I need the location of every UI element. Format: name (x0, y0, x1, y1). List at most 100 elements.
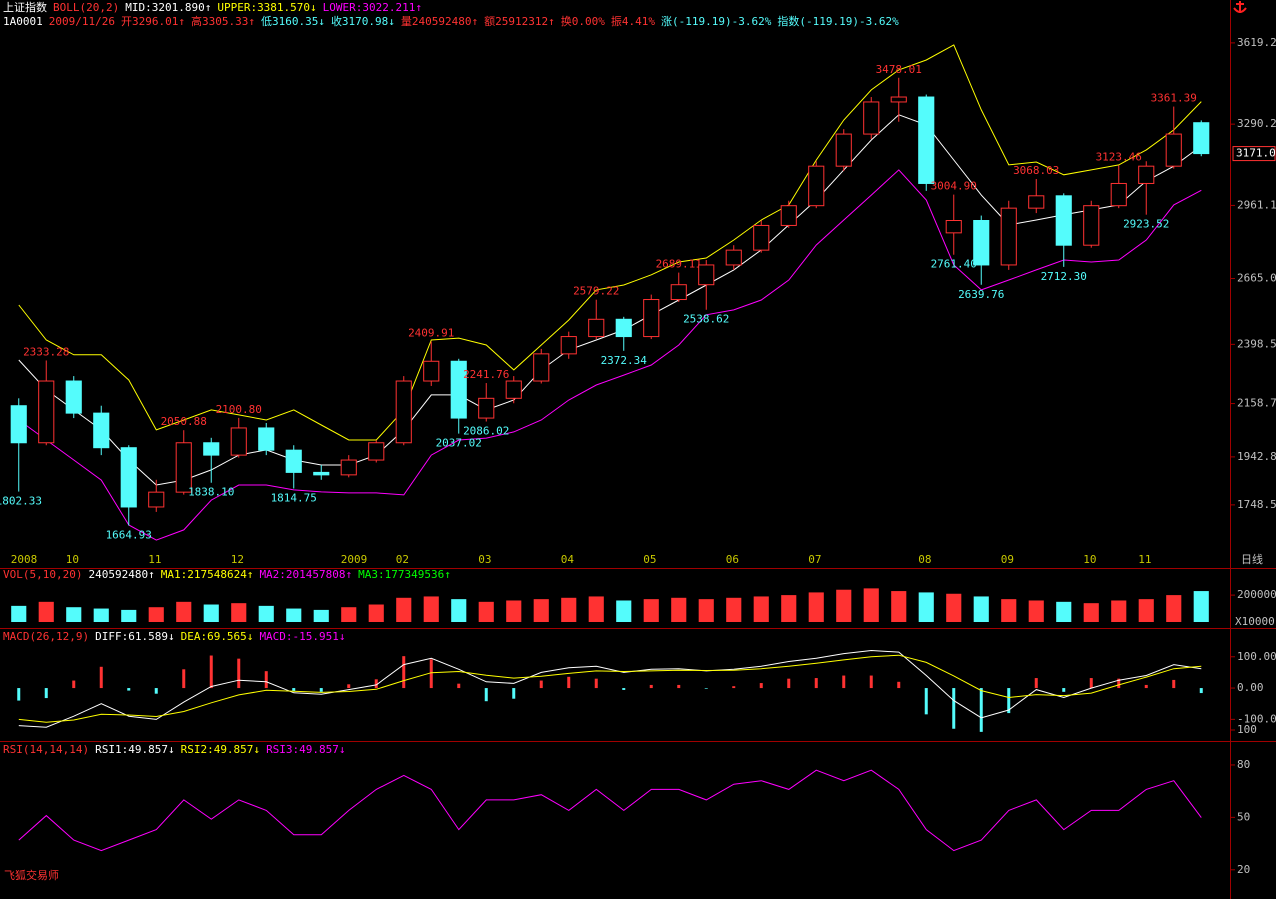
candle-body (945, 220, 962, 234)
volume-bar (946, 593, 962, 622)
period-label: 日线 (1241, 552, 1263, 566)
candle-body (753, 224, 770, 251)
volume-bar (258, 605, 274, 622)
candle-body (1110, 182, 1127, 207)
series-line (18, 169, 1202, 541)
high-label: 2050.88 (161, 415, 207, 428)
header-row: RSI(14,14,14) RSI1:49.857↓ RSI2:49.857↓ RSI… (3, 743, 346, 756)
candle-body (203, 442, 220, 456)
x-tick-label: 04 (561, 553, 575, 566)
volume-bar (66, 607, 82, 622)
volume-bar (561, 597, 577, 622)
low-label: 1664.93 (106, 529, 152, 542)
volume-bar (451, 599, 467, 622)
y-tick-label: 2158.7 (1237, 397, 1276, 410)
series-line (18, 44, 1202, 441)
candle-body (560, 336, 577, 355)
series-line (18, 654, 1202, 723)
y-tick-label: 2961.1 (1237, 198, 1276, 211)
candle-body (340, 459, 357, 476)
y-tick-label: 1748.5 (1237, 498, 1276, 511)
volume-bar (313, 609, 329, 622)
candle-body (10, 405, 27, 444)
low-label: 1838.10 (188, 486, 234, 499)
candle-body (1138, 165, 1155, 184)
candle-body (450, 360, 467, 419)
volume-bar (478, 601, 494, 622)
header-item: RSI3:49.857↓ (266, 743, 345, 756)
candle-body (313, 471, 330, 476)
high-label: 2409.91 (408, 327, 454, 340)
y-tick-label: 2398.5 (1237, 337, 1276, 350)
candle-body (808, 165, 825, 207)
candle-body (1083, 205, 1100, 246)
volume-bar (753, 596, 769, 622)
last-price-label: 3171.0 (1236, 147, 1276, 160)
header-item: 上证指数 (3, 0, 47, 14)
header-item: 换0.00% (561, 14, 605, 28)
x-tick-label: 2008 (11, 553, 38, 566)
volume-bar (836, 589, 852, 622)
volume-bar (1193, 591, 1209, 622)
candle-body (533, 353, 550, 382)
high-label: 2689.11 (656, 258, 702, 271)
volume-bar (616, 600, 632, 622)
header-row: VOL(5,10,20) 240592480↑ MA1:217548624↑ MA2:… (3, 568, 451, 581)
candle-body (643, 299, 660, 338)
header-item: MA3:177349536↑ (358, 568, 451, 581)
candle-body (285, 449, 302, 473)
x-tick-label: 12 (231, 553, 244, 566)
x-tick-label: 11 (1138, 553, 1151, 566)
header-item: RSI1:49.857↓ (95, 743, 174, 756)
header-item: LOWER:3022.211↑ (323, 1, 422, 14)
volume-bar (863, 588, 879, 622)
candle-body (93, 412, 110, 449)
low-label: 2086.02 (463, 425, 509, 438)
volume-bar (781, 595, 797, 622)
y-tick-label: 20 (1237, 863, 1250, 876)
low-label: 2037.02 (436, 437, 482, 450)
high-label: 3004.90 (931, 180, 977, 193)
candle-body (725, 249, 742, 266)
header-item: BOLL(20,2) (53, 1, 119, 14)
low-label: 2372.34 (601, 354, 648, 367)
volume-bar (1028, 600, 1044, 622)
candle-body (1028, 195, 1045, 209)
header-item: 收3170.98↓ (331, 14, 395, 28)
high-label: 2579.22 (573, 285, 619, 298)
high-label: 2100.80 (216, 403, 262, 416)
volume-bar (1056, 601, 1072, 622)
candle-body (1055, 195, 1072, 246)
volume-bar (808, 592, 824, 622)
volume-bar (148, 607, 164, 622)
anchor-icon (1233, 1, 1247, 13)
volume-bar (286, 608, 302, 622)
low-label: 2538.62 (683, 313, 729, 326)
volume-bar (643, 599, 659, 622)
header-item: MA1:217548624↑ (161, 568, 254, 581)
candle-body (615, 318, 632, 338)
header-item: DEA:69.565↓ (181, 630, 254, 643)
y-tick-label: 3619.2 (1237, 36, 1276, 49)
high-label: 2241.76 (463, 368, 509, 381)
low-label: 2639.76 (958, 288, 1004, 301)
candle-body (148, 491, 165, 508)
header-item: 指数(-119.19)-3.62% (777, 14, 899, 28)
y-tick-label: 2665.0 (1237, 272, 1276, 285)
candle-body (588, 318, 605, 338)
volume-bar (11, 605, 27, 622)
volume-bar (341, 607, 357, 622)
candle-body (973, 220, 990, 266)
candle-body (863, 101, 880, 135)
high-label: 2333.28 (23, 345, 69, 358)
candle-body (395, 380, 412, 444)
volume-bar (1166, 595, 1182, 622)
y-tick-label: 100.00 (1237, 650, 1276, 663)
x-tick-label: 08 (918, 553, 931, 566)
candle-body (38, 380, 55, 444)
high-label: 3123.46 (1096, 150, 1142, 163)
candle-body (698, 264, 715, 286)
header-item: 2009/11/26 (49, 15, 115, 28)
header-item: MID:3201.890↑ (125, 1, 211, 14)
